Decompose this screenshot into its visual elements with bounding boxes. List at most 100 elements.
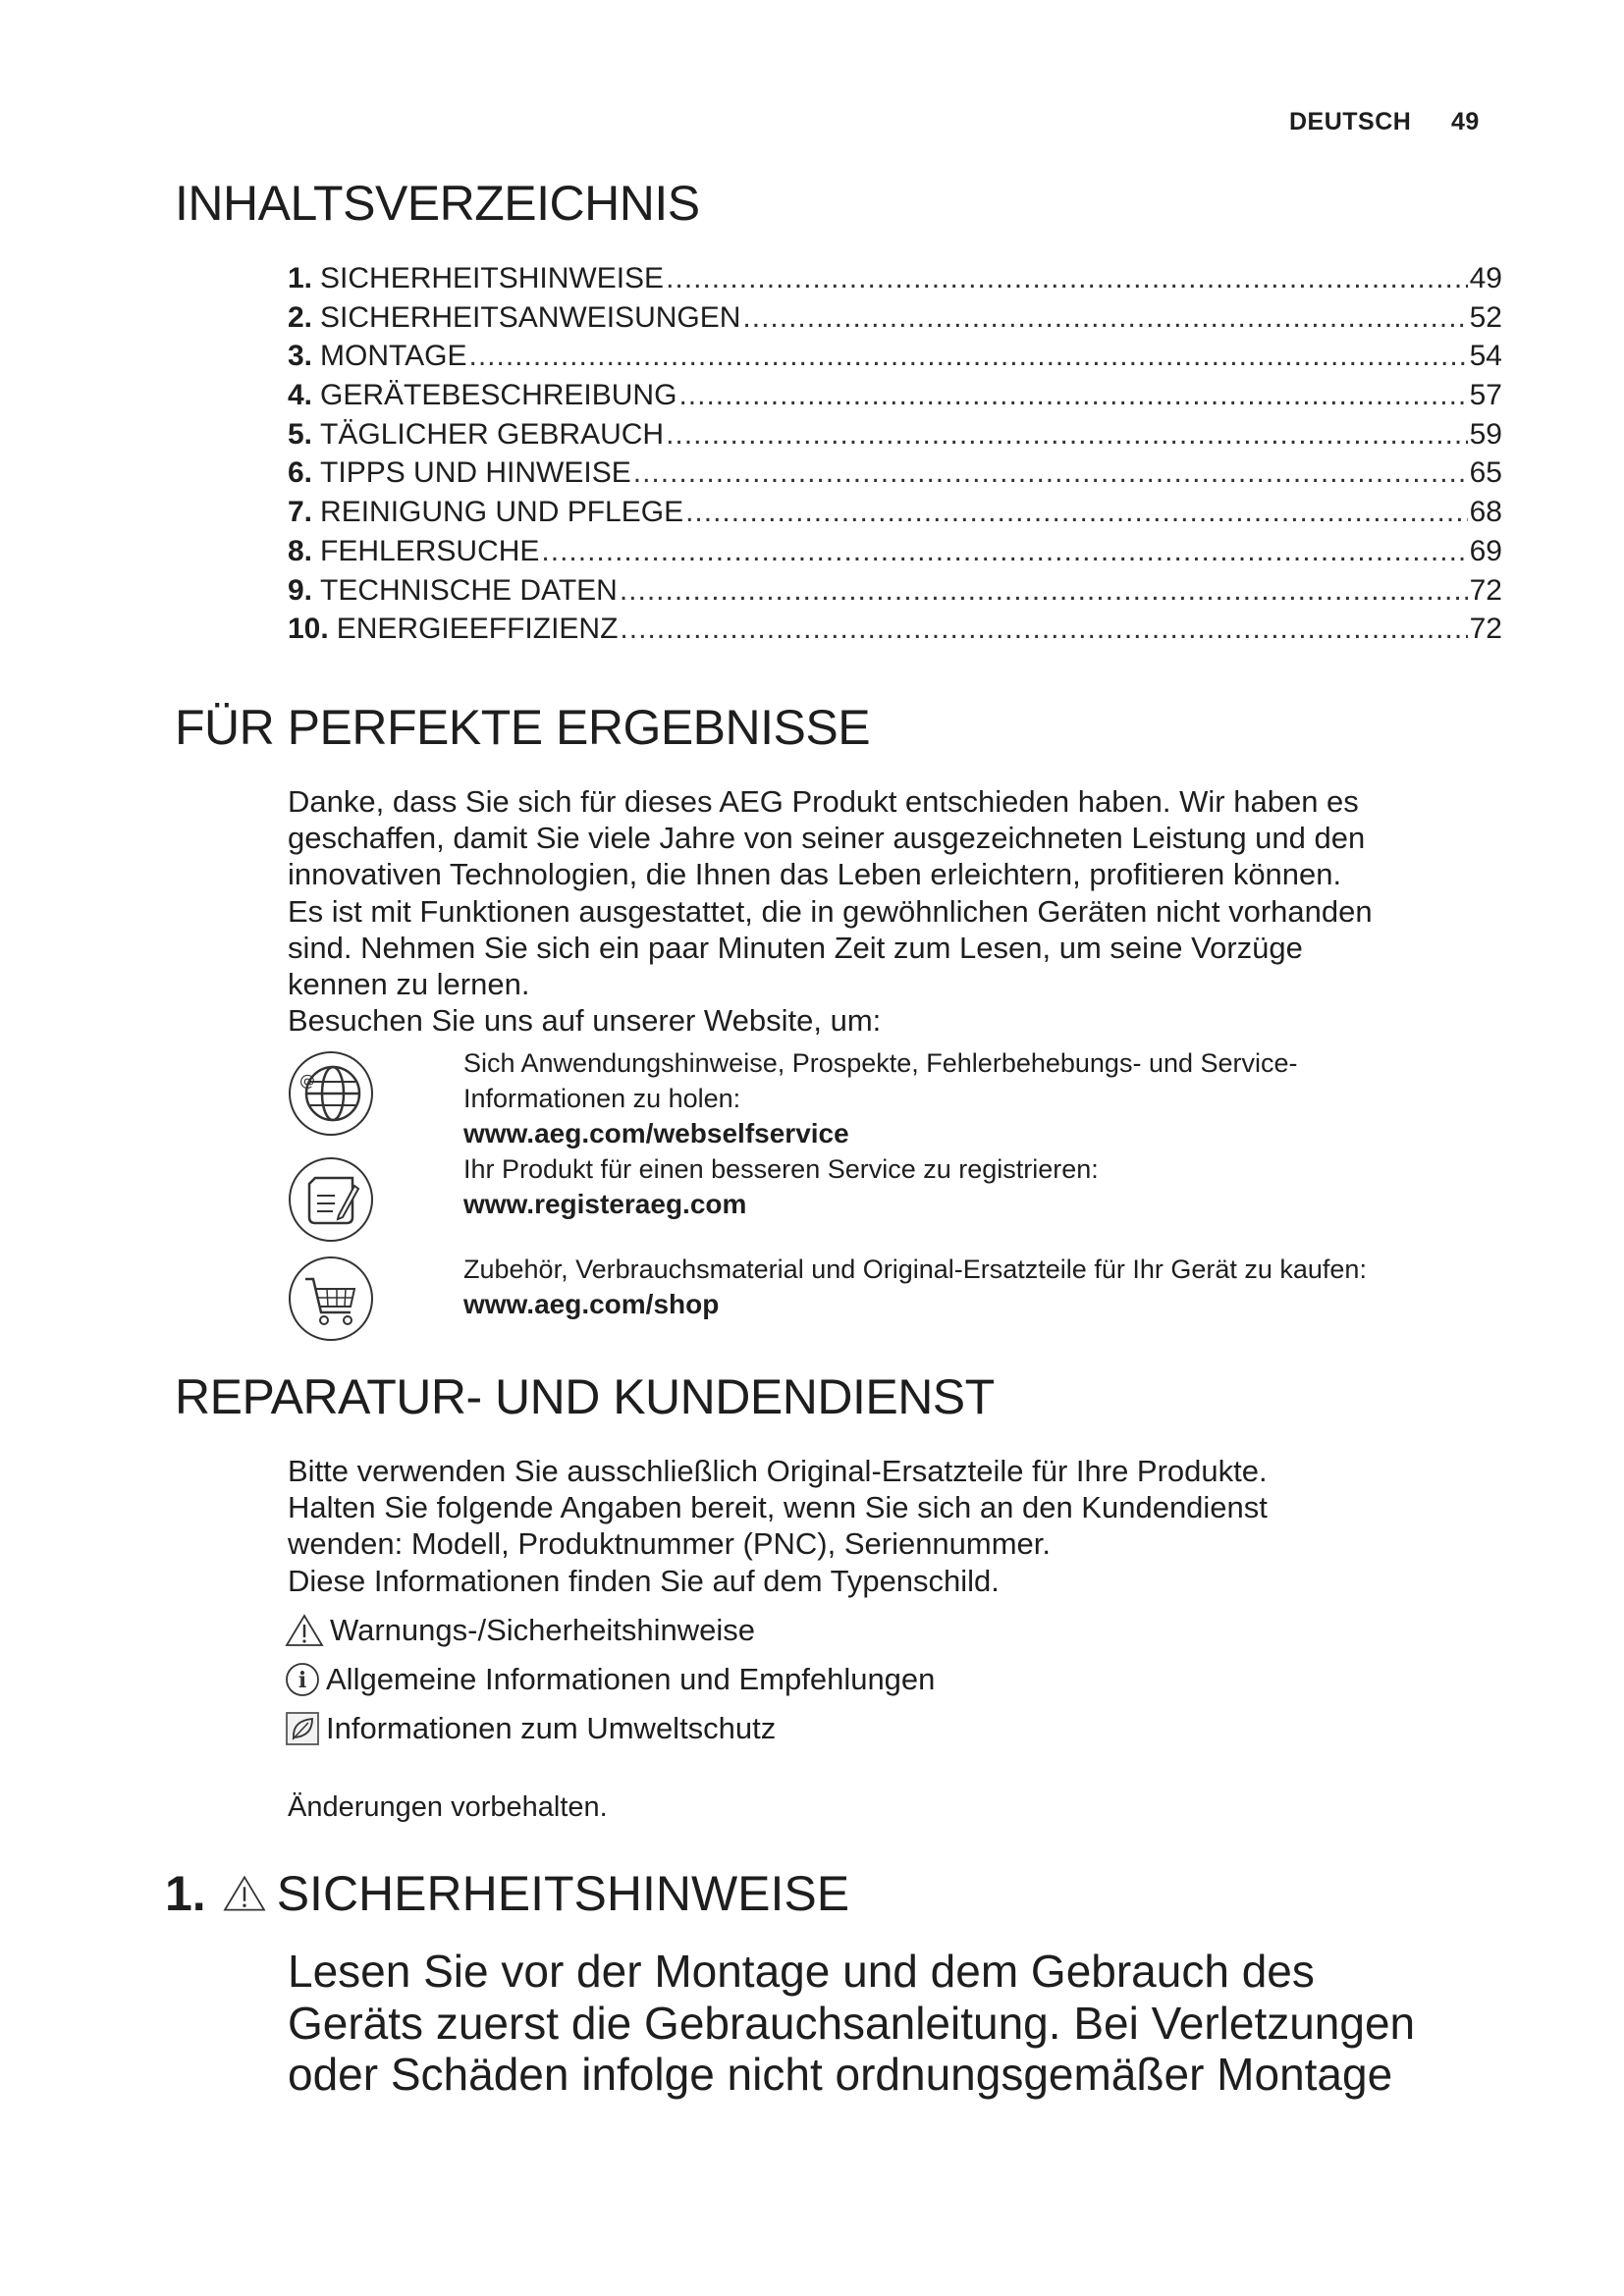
paragraph-line: Danke, dass Sie sich für dieses AEG Prod… [288, 784, 1359, 819]
paragraph-line: sind. Nehmen Sie sich ein paar Minuten Z… [288, 930, 1303, 965]
paragraph-line: Halten Sie folgende Angaben bereit, wenn… [288, 1490, 1268, 1525]
toc-label: TÄGLICHER GEBRAUCH [320, 417, 665, 451]
toc-leader [685, 496, 1468, 529]
register-link[interactable]: www.registeraeg.com [463, 1189, 747, 1219]
toc-page: 49 [1469, 262, 1502, 294]
changes-note: Änderungen vorbehalten. [288, 1791, 608, 1823]
toc-label: FEHLERSUCHE [320, 534, 540, 567]
results-paragraph: Danke, dass Sie sich für dieses AEG Prod… [288, 783, 1373, 1039]
toc-num: 4. [288, 379, 313, 412]
legend-item: Warnungs-/Sicherheitshinweise [285, 1606, 935, 1655]
section-1-intro: Lesen Sie vor der Montage und dem Gebrau… [288, 1946, 1415, 2101]
toc-num: 2. [288, 300, 313, 334]
toc-leader [666, 262, 1468, 295]
toc-item[interactable]: 1.SICHERHEITSHINWEISE 49 [288, 262, 1502, 301]
section-title: SICHERHEITSHINWEISE [276, 1866, 850, 1921]
toc-item[interactable]: 5.TÄGLICHER GEBRAUCH 59 [288, 418, 1502, 457]
legend-label: Allgemeine Informationen und Empfehlunge… [326, 1662, 936, 1696]
toc-num: 10. [288, 613, 329, 646]
toc-page: 59 [1469, 417, 1502, 451]
toc-num: 5. [288, 417, 313, 451]
toc-leader [666, 418, 1468, 452]
toc-label: TIPPS UND HINWEISE [320, 456, 631, 490]
toc-label: REINIGUNG UND PFLEGE [320, 496, 684, 529]
toc-num: 7. [288, 496, 313, 529]
toc-page: 54 [1469, 340, 1502, 373]
toc-leader [633, 456, 1468, 490]
toc-label: SICHERHEITSANWEISUNGEN [320, 300, 741, 334]
toc-label: GERÄTEBESCHREIBUNG [320, 379, 677, 412]
link-block-webselfservice: Sich Anwendungshinweise, Prospekte, Fehl… [463, 1045, 1298, 1222]
link-description: Informationen zu holen: [463, 1084, 741, 1113]
paragraph-line: innovativen Technologien, die Ihnen das … [288, 857, 1342, 892]
toc-label: ENERGIEEFFIZIENZ [336, 613, 619, 646]
toc-page: 68 [1469, 496, 1502, 529]
svg-text:i: i [298, 1668, 306, 1693]
link-block-shop: Zubehör, Verbrauchsmaterial und Original… [463, 1252, 1367, 1322]
link-description: Ihr Produkt für einen besseren Service z… [463, 1154, 1099, 1184]
service-paragraph: Bitte verwenden Sie ausschließlich Origi… [288, 1453, 1268, 1599]
shopping-cart-icon [289, 1256, 373, 1341]
toc-page: 72 [1469, 573, 1502, 607]
toc-num: 6. [288, 456, 313, 490]
legend-item: Informationen zum Umweltschutz [285, 1704, 935, 1753]
paragraph-line: wenden: Modell, Produktnummer (PNC), Ser… [288, 1526, 1052, 1562]
paragraph-line: Es ist mit Funktionen ausgestattet, die … [288, 893, 1373, 929]
toc-page: 52 [1469, 300, 1502, 334]
toc-item[interactable]: 9.TECHNISCHE DATEN 72 [288, 574, 1502, 614]
toc-item[interactable]: 10.ENERGIEEFFIZIENZ 72 [288, 613, 1502, 652]
paragraph-line: Lesen Sie vor der Montage und dem Gebrau… [288, 1946, 1315, 1997]
link-description: Zubehör, Verbrauchsmaterial und Original… [463, 1255, 1367, 1284]
link-description: Sich Anwendungshinweise, Prospekte, Fehl… [463, 1048, 1298, 1078]
leaf-icon [286, 1712, 319, 1745]
legend-item: i Allgemeine Informationen und Empfehlun… [285, 1655, 935, 1704]
toc-num: 9. [288, 573, 313, 607]
svg-text:@: @ [299, 1071, 315, 1090]
toc-page: 57 [1469, 379, 1502, 412]
legend-label: Warnungs-/Sicherheitshinweise [330, 1613, 756, 1647]
info-icon: i [286, 1663, 319, 1696]
register-note-icon [289, 1157, 373, 1242]
toc-num: 8. [288, 534, 313, 567]
toc-label: SICHERHEITSHINWEISE [320, 262, 665, 294]
toc-num: 1. [288, 262, 313, 294]
paragraph-line: Geräts zuerst die Gebrauchsanleitung. Be… [288, 1997, 1416, 2049]
toc-leader [541, 535, 1467, 568]
webselfservice-link[interactable]: www.aeg.com/webselfservice [463, 1118, 849, 1148]
toc-leader [468, 340, 1467, 373]
warning-icon [223, 1875, 266, 1911]
toc-item[interactable]: 4.GERÄTEBESCHREIBUNG 57 [288, 379, 1502, 418]
toc-leader [620, 613, 1467, 646]
paragraph-line: oder Schäden infolge nicht ordnungsgemäß… [288, 2049, 1393, 2100]
toc-page: 65 [1469, 456, 1502, 490]
toc-item[interactable]: 6.TIPPS UND HINWEISE 65 [288, 456, 1502, 496]
toc-num: 3. [288, 340, 313, 373]
toc-label: TECHNISCHE DATEN [320, 573, 618, 607]
page-number: 49 [1451, 108, 1480, 135]
paragraph-line: geschaffen, damit Sie viele Jahre von se… [288, 821, 1366, 856]
paragraph-line: Diese Informationen finden Sie auf dem T… [288, 1563, 1000, 1598]
section-number: 1. [165, 1866, 206, 1921]
globe-icon: @ [289, 1051, 373, 1136]
paragraph-line: Besuchen Sie uns auf unserer Website, um… [288, 1003, 882, 1039]
results-title: FÜR PERFEKTE ERGEBNISSE [175, 700, 871, 755]
warning-icon [285, 1614, 324, 1646]
toc-leader [620, 574, 1468, 608]
legend-label: Informationen zum Umweltschutz [326, 1711, 777, 1745]
toc-label: MONTAGE [320, 340, 467, 373]
toc-leader [678, 379, 1467, 412]
toc-item[interactable]: 7.REINIGUNG UND PFLEGE 68 [288, 496, 1502, 535]
toc-page: 72 [1469, 613, 1502, 646]
paragraph-line: kennen zu lernen. [288, 967, 530, 1002]
section-1-heading: 1. SICHERHEITSHINWEISE [165, 1865, 849, 1922]
header-language: DEUTSCH [1289, 108, 1412, 135]
toc-title: INHALTSVERZEICHNIS [175, 176, 700, 231]
toc-leader [742, 301, 1467, 335]
toc-page: 69 [1469, 534, 1502, 567]
table-of-contents: 1.SICHERHEITSHINWEISE 49 2.SICHERHEITSANW… [288, 262, 1502, 652]
shop-link[interactable]: www.aeg.com/shop [463, 1289, 720, 1319]
symbol-legend: Warnungs-/Sicherheitshinweise i Allgemei… [285, 1606, 935, 1753]
toc-item[interactable]: 8.FEHLERSUCHE 69 [288, 535, 1502, 574]
toc-item[interactable]: 2.SICHERHEITSANWEISUNGEN 52 [288, 301, 1502, 341]
toc-item[interactable]: 3.MONTAGE 54 [288, 340, 1502, 379]
